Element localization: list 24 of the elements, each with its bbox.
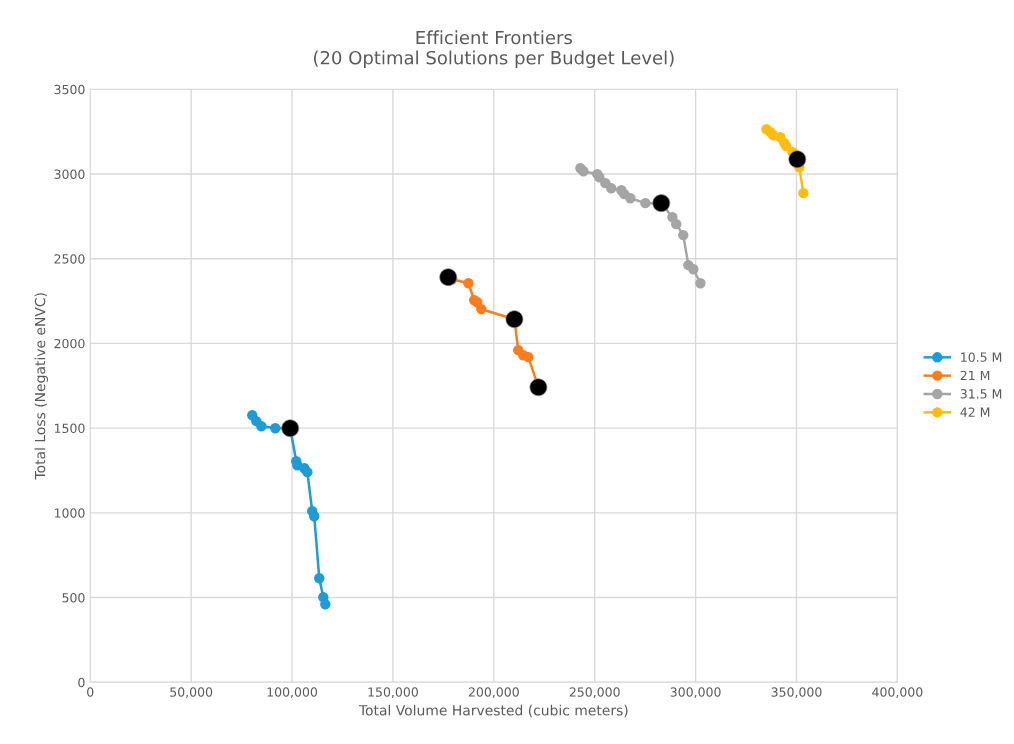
y-tick-label: 3500 [54, 84, 85, 95]
chart-title: Efficient Frontiers (20 Optimal Solutions per Budget Level) [313, 30, 674, 69]
x-tick-label: 0 [87, 687, 94, 697]
x-tick-label: 250,000 [569, 687, 620, 699]
y-tick-label: 500 [62, 593, 85, 603]
y-axis-title: Total Loss (Negative eNVC) [34, 293, 49, 480]
x-axis-title: Total Volume Harvested (cubic meters) [358, 704, 628, 718]
y-tick-label: 3000 [54, 169, 85, 179]
x-tick-label: 200,000 [468, 687, 519, 699]
y-tick-label: 2000 [54, 338, 85, 349]
legend-label: 42 M [960, 407, 990, 417]
x-tick-label: 50,000 [170, 687, 213, 699]
y-tick-label: 1000 [54, 508, 85, 518]
x-tick-label: 300,000 [670, 687, 721, 699]
x-tick-label: 150,000 [368, 687, 418, 699]
legend-label: 31.5 M [960, 389, 1002, 399]
y-tick-label: 1500 [54, 423, 85, 434]
x-tick-label: 100,000 [267, 687, 318, 699]
x-tick-label: 350,000 [771, 687, 822, 699]
y-tick-label: 0 [78, 677, 85, 688]
y-tick-label: 2500 [54, 254, 85, 264]
legend-label: 21 M [960, 370, 990, 381]
x-tick-label: 400,000 [872, 687, 923, 699]
legend-label: 10.5 M [961, 352, 1002, 362]
